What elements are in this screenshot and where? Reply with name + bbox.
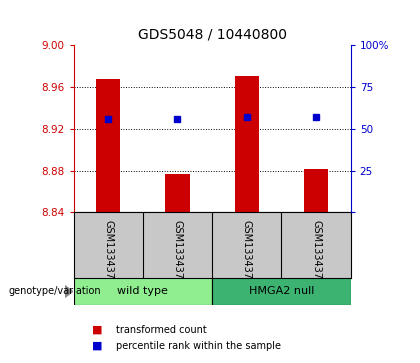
Bar [235,76,259,212]
Text: transformed count: transformed count [116,325,206,335]
Text: GSM1334375: GSM1334375 [103,220,113,285]
Bar [165,174,189,212]
Bar [212,278,351,305]
Text: HMGA2 null: HMGA2 null [249,286,314,296]
Bar [96,79,120,212]
Text: genotype/variation: genotype/variation [8,286,101,297]
Bar [74,278,212,305]
Text: GSM1334377: GSM1334377 [242,220,252,285]
Text: GSM1334378: GSM1334378 [311,220,321,285]
Bar [304,168,328,212]
Text: GSM1334376: GSM1334376 [173,220,182,285]
Text: percentile rank within the sample: percentile rank within the sample [116,340,281,351]
Text: ■: ■ [92,340,103,351]
Polygon shape [65,286,73,297]
Title: GDS5048 / 10440800: GDS5048 / 10440800 [138,28,286,41]
Text: wild type: wild type [117,286,168,296]
Text: ■: ■ [92,325,103,335]
